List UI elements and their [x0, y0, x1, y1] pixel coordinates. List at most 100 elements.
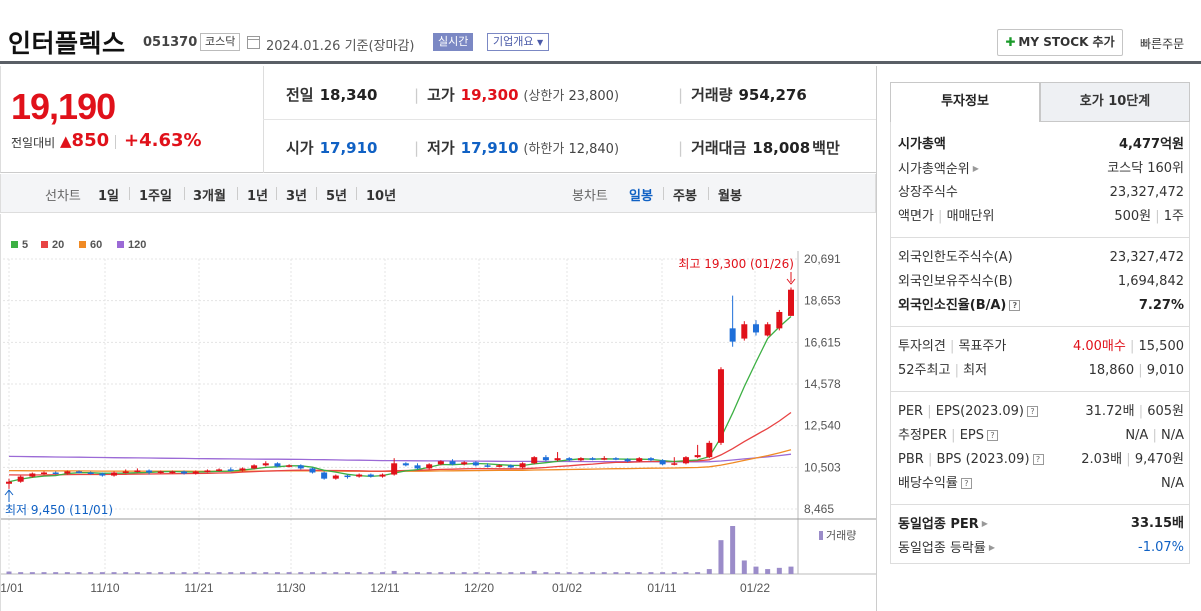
candle-body	[717, 369, 724, 443]
volume-legend-swatch	[819, 531, 823, 540]
period-5y[interactable]: 5년	[326, 189, 348, 204]
volume-bar	[706, 569, 712, 574]
tab-order-book[interactable]: 호가 10단계	[1040, 82, 1190, 122]
add-my-stock-button[interactable]: ✚ MY STOCK 추가	[997, 29, 1123, 56]
realtime-button[interactable]: 실시간	[433, 33, 474, 51]
legend-label: 20	[52, 239, 64, 251]
x-tick-label: 11/10	[90, 581, 119, 595]
candle-body	[41, 472, 48, 474]
trade-amount: | 거래대금 18,008 백만	[678, 139, 840, 157]
candle-body	[752, 324, 759, 333]
period-10y[interactable]: 10년	[366, 189, 397, 204]
candle-body	[52, 472, 59, 474]
candle-body	[76, 471, 83, 473]
stock-code: 051370	[143, 35, 198, 50]
candle-body	[706, 442, 713, 458]
quick-order-button[interactable]: 빠른주문	[1140, 37, 1185, 51]
period-monthly[interactable]: 월봉	[718, 189, 742, 204]
volume-bar	[286, 572, 292, 574]
period-weekly[interactable]: 주봉	[673, 189, 697, 204]
low-price: | 저가 17,910 (하한가 12,840)	[414, 139, 620, 157]
volume-bar	[333, 572, 339, 574]
candle-body	[204, 470, 211, 472]
candle-body	[694, 455, 701, 458]
company-overview-dropdown[interactable]: 기업개요 ▼	[487, 33, 550, 51]
row-cap-rank[interactable]: 시가총액순위 ▶ 코스닥 160위	[898, 161, 1184, 177]
volume-bar	[193, 572, 199, 574]
high-arrow-head	[786, 278, 796, 285]
candle-body	[309, 468, 316, 473]
volume-bar	[508, 572, 514, 574]
help-icon[interactable]: ?	[960, 478, 972, 489]
y-tick-label: 14,578	[804, 377, 841, 391]
volume-bar	[695, 572, 701, 574]
candle-body	[391, 463, 398, 475]
chart-period-bar: 선차트 1일 1주일 3개월 1년 3년 5년 10년 봉차트 일봉 주봉 월봉	[0, 174, 876, 213]
mystock-label: MY STOCK 추가	[1018, 35, 1115, 49]
volume-bar	[321, 572, 327, 574]
help-icon[interactable]: ?	[1026, 406, 1038, 417]
volume-bar	[53, 572, 59, 574]
x-tick-label: 12/20	[464, 581, 494, 595]
price-chart[interactable]: 20,691 18,653 16,615 14,578 12,540 10,503 8,46…	[0, 214, 876, 611]
volume-bar	[158, 572, 164, 574]
candle-body	[426, 464, 433, 469]
info-tabs: 투자정보 호가 10단계	[890, 82, 1190, 122]
volume-bar	[741, 560, 747, 574]
period-1d[interactable]: 1일	[98, 189, 120, 204]
tab-investment-info[interactable]: 투자정보	[890, 82, 1040, 122]
candle-body	[589, 458, 596, 460]
row-foreign-limit: 외국인한도주식수(A) 23,327,472	[898, 250, 1184, 265]
row-industry-rate[interactable]: 동일업종 등락률 ▶ -1.07%	[898, 540, 1184, 556]
volume-bar	[88, 572, 94, 574]
period-1y[interactable]: 1년	[247, 189, 269, 204]
period-daily[interactable]: 일봉	[629, 189, 653, 204]
candle-body	[647, 458, 654, 461]
ma120-line	[8, 453, 792, 463]
candle-body	[274, 463, 281, 467]
candle-body	[671, 463, 678, 465]
period-3y[interactable]: 3년	[286, 189, 308, 204]
volume-bar	[788, 566, 794, 574]
volume-bar	[251, 572, 257, 574]
candle-body	[496, 465, 503, 467]
candle-body	[6, 481, 12, 484]
candle-body	[344, 475, 351, 478]
candle-body	[788, 289, 794, 316]
row-industry-per[interactable]: 동일업종 PER ▶ 33.15배	[898, 516, 1184, 532]
candle-body	[612, 458, 619, 460]
price-change: ▲850	[60, 130, 109, 151]
volume-bar	[566, 572, 572, 574]
volume-bar	[368, 572, 374, 574]
volume-bar	[29, 572, 35, 574]
volume-bar	[391, 570, 397, 574]
help-icon[interactable]: ?	[987, 430, 998, 441]
volume-bar	[765, 569, 771, 574]
prev-close: 전일 18,340	[286, 86, 378, 104]
volume-bar	[298, 572, 304, 574]
chevron-down-icon: ▼	[536, 38, 544, 47]
candle-body	[461, 462, 468, 465]
high-price: | 고가 19,300 (상한가 23,800)	[414, 86, 620, 104]
help-icon[interactable]: ?	[1009, 300, 1021, 311]
volume-bar	[520, 572, 526, 574]
volume-bar	[379, 572, 385, 574]
candle-body	[111, 472, 118, 476]
x-tick-label: 01/11	[647, 581, 676, 595]
candle-body	[134, 470, 141, 472]
candle-body	[169, 471, 176, 473]
y-tick-label: 16,615	[804, 335, 841, 349]
volume-bar	[625, 572, 631, 574]
period-1w[interactable]: 1주일	[139, 189, 172, 204]
y-tick-label: 20,691	[804, 252, 841, 266]
current-price: 19,190	[11, 86, 116, 127]
period-3m[interactable]: 3개월	[193, 189, 226, 204]
high-annotation: 최고 19,300 (01/26)	[678, 257, 794, 271]
volume-bar	[18, 572, 24, 574]
legend-label: 120	[128, 239, 146, 251]
row-52week: 52주최고 | 최저 18,860 | 9,010	[898, 363, 1184, 378]
candle-body	[227, 469, 234, 471]
help-icon[interactable]: ?	[1032, 454, 1044, 465]
volume-label: 거래량	[826, 529, 856, 542]
candle-body	[577, 458, 584, 461]
